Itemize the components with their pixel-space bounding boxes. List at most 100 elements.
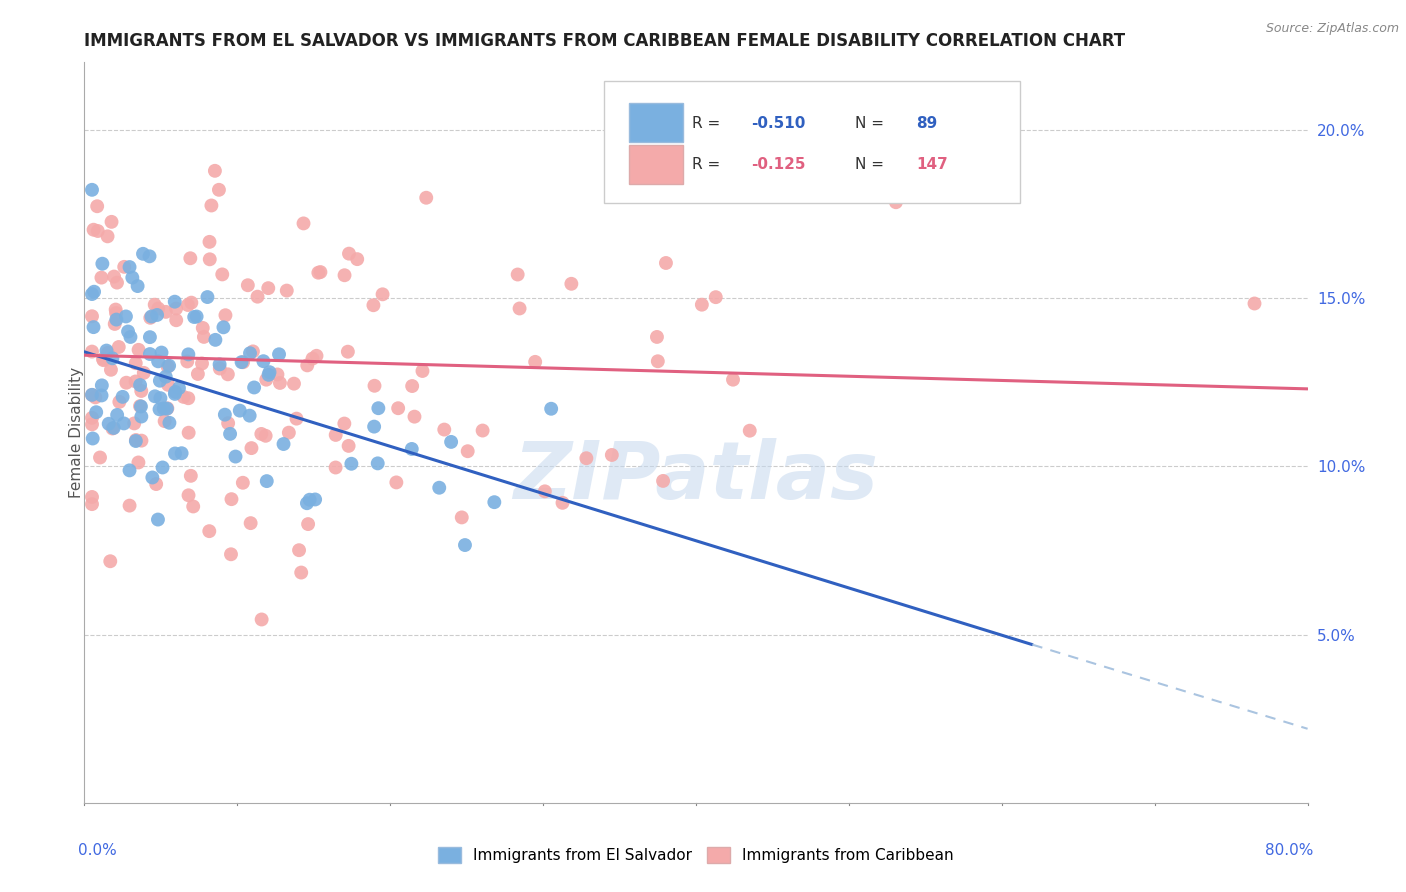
Point <box>129 378 152 392</box>
Point <box>225 450 247 464</box>
Point <box>101 351 124 366</box>
Point <box>155 369 177 384</box>
Point <box>141 310 163 324</box>
Point <box>97 229 120 244</box>
FancyBboxPatch shape <box>628 145 682 184</box>
Point <box>118 260 141 274</box>
Point <box>157 359 180 373</box>
Point <box>337 439 360 453</box>
Point <box>186 310 208 324</box>
Point <box>80 310 103 324</box>
Point <box>540 401 562 416</box>
Text: IMMIGRANTS FROM EL SALVADOR VS IMMIGRANTS FROM CARIBBEAN FEMALE DISABILITY CORRE: IMMIGRANTS FROM EL SALVADOR VS IMMIGRANT… <box>84 32 1125 50</box>
Point <box>139 330 162 344</box>
Point <box>191 357 214 371</box>
Point <box>177 425 200 440</box>
Point <box>120 330 142 344</box>
Point <box>219 547 242 561</box>
Point <box>104 317 127 331</box>
Point <box>101 421 124 435</box>
Text: N =: N = <box>855 157 889 172</box>
Point <box>276 284 298 298</box>
Point <box>509 301 531 316</box>
Point <box>139 347 162 361</box>
Point <box>105 312 128 326</box>
Point <box>115 310 138 324</box>
Point <box>254 429 277 443</box>
Text: -0.125: -0.125 <box>751 157 806 172</box>
Point <box>181 500 204 514</box>
Point <box>112 260 135 274</box>
Point <box>107 340 129 354</box>
Point <box>471 424 494 438</box>
Point <box>884 195 907 210</box>
Text: R =: R = <box>692 157 725 172</box>
Point <box>125 434 148 448</box>
Point <box>131 409 153 424</box>
Point <box>105 306 128 320</box>
Point <box>239 409 262 423</box>
Point <box>211 268 233 282</box>
Point <box>146 308 169 322</box>
Point <box>333 417 356 431</box>
Point <box>84 405 107 419</box>
Point <box>259 365 281 379</box>
Point <box>193 330 215 344</box>
Point <box>170 446 193 460</box>
Point <box>145 477 167 491</box>
Point <box>163 446 186 460</box>
Point <box>340 457 363 471</box>
Point <box>80 497 103 511</box>
Point <box>148 402 170 417</box>
Point <box>560 277 582 291</box>
Point <box>138 249 160 263</box>
Point <box>177 347 200 361</box>
Point <box>105 408 128 422</box>
Point <box>129 384 152 398</box>
Point <box>80 344 103 359</box>
Point <box>105 276 128 290</box>
Point <box>108 395 131 409</box>
Point <box>427 481 450 495</box>
Point <box>337 246 360 260</box>
Point <box>363 419 385 434</box>
Point <box>484 495 506 509</box>
Point <box>84 390 107 404</box>
Point <box>457 444 479 458</box>
Point <box>149 391 172 405</box>
Point <box>146 354 169 368</box>
Point <box>93 353 115 368</box>
Point <box>600 448 623 462</box>
Point <box>122 417 145 431</box>
Point <box>80 183 103 197</box>
Point <box>90 270 112 285</box>
Point <box>401 442 423 456</box>
Point <box>87 224 110 238</box>
Point <box>118 463 141 477</box>
Point <box>214 408 236 422</box>
Point <box>177 298 200 312</box>
Point <box>367 456 389 470</box>
Point <box>90 378 112 392</box>
Point <box>153 414 176 428</box>
Point <box>152 401 174 416</box>
FancyBboxPatch shape <box>628 103 682 142</box>
Point <box>148 301 170 316</box>
Point <box>1243 296 1265 310</box>
Point <box>239 516 262 530</box>
Point <box>98 554 121 568</box>
Point <box>304 492 326 507</box>
Point <box>173 390 195 404</box>
Point <box>187 367 209 381</box>
Point <box>307 266 329 280</box>
Point <box>167 381 190 395</box>
Point <box>128 343 150 357</box>
Point <box>163 387 186 401</box>
Point <box>298 492 321 507</box>
Point <box>246 290 269 304</box>
Point <box>157 416 180 430</box>
Point <box>217 416 239 430</box>
Point <box>82 432 104 446</box>
Point <box>132 247 155 261</box>
Point <box>198 524 221 538</box>
